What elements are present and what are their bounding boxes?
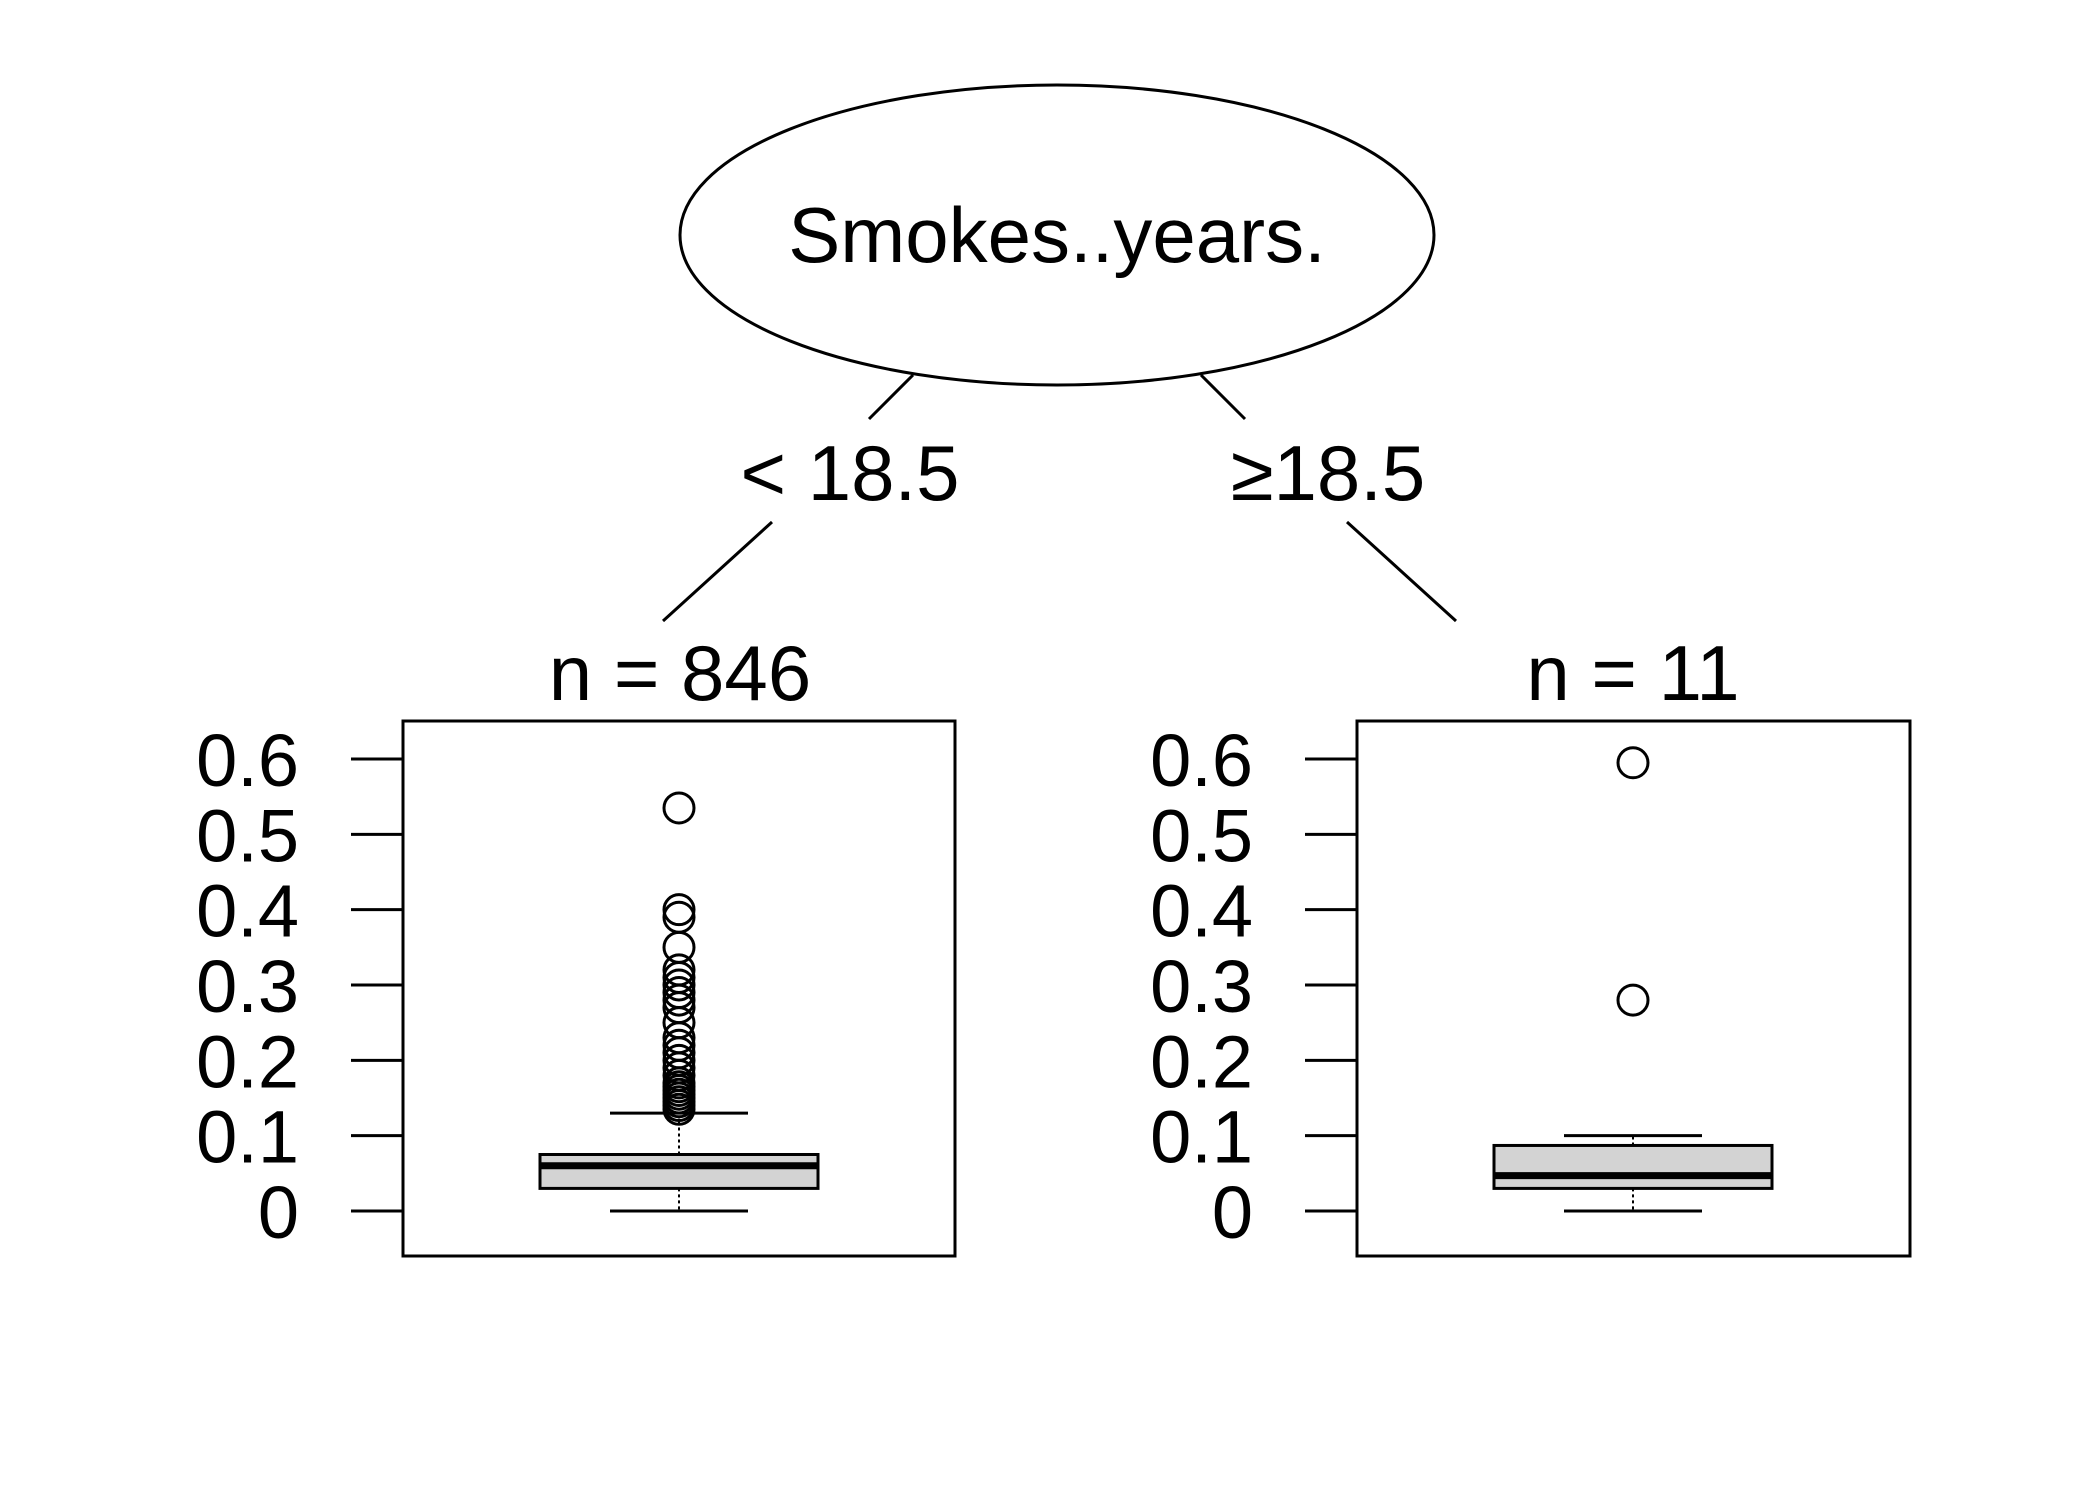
left-edge-upper [867,373,915,421]
outlier-point [1616,983,1650,1017]
outlier-point [662,1028,696,1062]
outlier-point [1616,746,1650,780]
y-tick-label: 0 [1212,1171,1253,1254]
y-tick-label: 0.1 [196,1096,299,1179]
outlier-point [662,791,696,825]
y-tick-label: 0.2 [1150,1020,1253,1103]
left-edge-lower [661,520,774,623]
left-edge-label: < 18.5 [740,429,959,517]
plot-frame [1355,719,1912,1258]
left-leaf-title: n = 846 [549,629,811,717]
right-edge-upper [1199,373,1247,421]
y-tick-label: 0.6 [1150,719,1253,802]
outlier-point [662,976,696,1010]
iqr-box [1492,1143,1774,1190]
y-tick-label: 0.3 [196,945,299,1028]
outlier-point [662,930,696,964]
y-tick-label: 0.3 [1150,945,1253,1028]
left-leaf-boxplot: n = 846 00.10.20.30.40.50.6 [196,629,957,1258]
y-tick-label: 0.6 [196,719,299,802]
plot-frame [401,719,957,1258]
y-tick-label: 0.2 [196,1020,299,1103]
outlier-point [662,953,696,987]
root-node-label: Smokes..years. [788,191,1326,279]
outlier-point [662,900,696,934]
y-tick-label: 0.4 [1150,870,1253,953]
y-tick-label: 0 [258,1171,299,1254]
right-leaf-title: n = 11 [1526,629,1739,717]
right-edge-lower [1345,520,1458,623]
root-node-ellipse [678,83,1436,387]
outlier-point [662,1043,696,1077]
outlier-point [662,968,696,1002]
iqr-box [538,1153,820,1190]
y-tick-label: 0.5 [196,794,299,877]
right-leaf-boxplot: n = 11 00.10.20.30.40.50.6 [1150,629,1912,1258]
y-tick-label: 0.5 [1150,794,1253,877]
y-tick-label: 0.1 [1150,1096,1253,1179]
y-tick-label: 0.4 [196,870,299,953]
outlier-point [662,893,696,927]
right-edge-label: ≥18.5 [1231,429,1426,517]
